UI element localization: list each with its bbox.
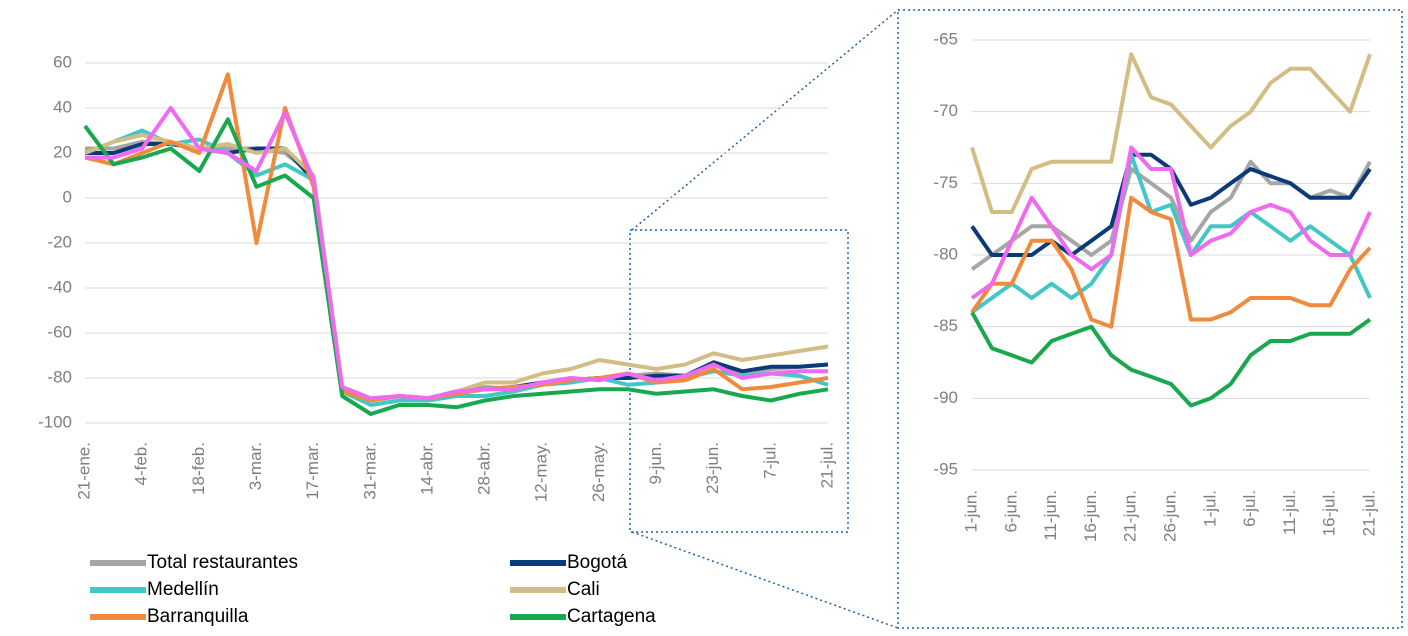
x-tick-label: 21-ene. [74,442,93,500]
series-line [85,106,828,401]
x-tick-label: 28-abr. [475,442,494,495]
y-tick-label: -65 [933,29,958,48]
series-line [970,311,1372,408]
y-tick-label: -100 [38,412,72,431]
x-tick-label: 1-jul. [1200,490,1219,527]
x-tick-label: 16-jun. [1081,490,1100,542]
legend-label: Bogotá [567,552,628,573]
x-tick-label: 1-jun. [961,490,980,533]
y-tick-label: -95 [933,459,958,478]
series-line [970,152,1372,314]
y-tick-label: -70 [933,101,958,120]
legend-label: Medellín [147,579,219,600]
x-tick-label: 31-mar. [360,442,379,500]
y-tick-label: -80 [47,367,72,386]
x-tick-label: 6-jul. [1240,490,1259,527]
series-line [970,52,1372,214]
x-tick-label: 11-jun. [1041,490,1060,541]
x-tick-label: 26-may. [589,442,608,502]
x-tick-label: 23-jun. [703,442,722,494]
y-tick-label: -60 [47,322,72,341]
x-tick-label: 11-jul. [1280,490,1299,535]
x-tick-label: 4-feb. [132,442,151,485]
x-tick-label: 21-jul. [817,442,836,488]
legend-label: Cartagena [567,606,656,627]
x-tick-label: 7-jul. [760,442,779,479]
series-line [84,72,829,403]
legend-label: Barranquilla [147,606,249,627]
x-tick-label: 17-mar. [303,442,322,500]
y-tick-label: -80 [933,244,958,263]
y-tick-label: -90 [933,388,958,407]
series-line [970,145,1372,300]
zoom-connector [631,9,899,231]
y-tick-label: 20 [53,142,72,161]
x-tick-label: 3-mar. [246,442,265,490]
series-line [970,195,1372,329]
y-tick-label: -75 [933,173,958,192]
series-line [85,142,829,403]
x-tick-label: 16-jul. [1320,490,1339,536]
legend-label: Total restaurantes [147,552,298,573]
y-tick-label: 40 [53,97,72,116]
x-tick-label: 9-jun. [646,442,665,485]
y-tick-label: -85 [933,316,958,335]
y-tick-label: -40 [47,277,72,296]
x-tick-label: 21-jul. [1359,490,1378,536]
series-line [83,117,829,416]
y-tick-label: 60 [53,52,72,71]
y-tick-label: -20 [47,232,72,251]
x-tick-label: 6-jun. [1001,490,1020,533]
legend-label: Cali [567,579,600,600]
y-tick-label: 0 [63,187,72,206]
zoom-panel [897,9,1403,629]
x-tick-label: 26-jun. [1160,490,1179,542]
zoom-connector [631,531,899,629]
x-tick-label: 12-may. [532,442,551,502]
series-line [84,133,829,403]
x-tick-label: 21-jun. [1121,490,1140,542]
x-tick-label: 14-abr. [417,442,436,495]
x-tick-label: 18-feb. [189,442,208,495]
